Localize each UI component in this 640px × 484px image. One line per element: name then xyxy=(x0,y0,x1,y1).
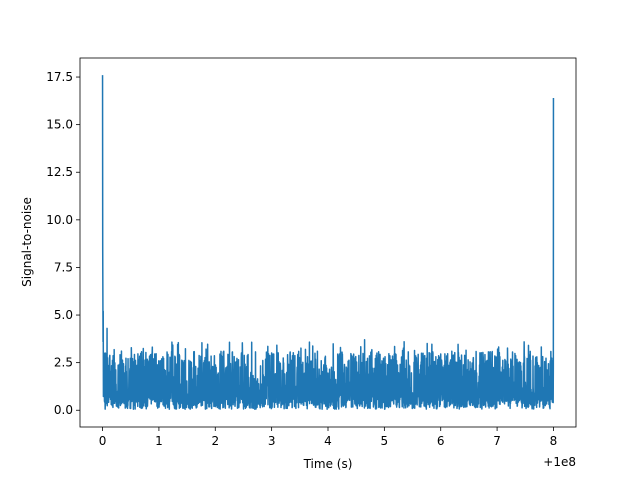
y-axis-ticks: 0.0 2.5 5.0 7.5 10.0 12.5 15.0 17.5 xyxy=(46,70,80,417)
y-tick-label: 5.0 xyxy=(54,308,73,322)
x-offset-label: +1e8 xyxy=(543,455,576,469)
x-tick-label: 0 xyxy=(99,434,107,448)
x-tick-label: 7 xyxy=(493,434,501,448)
y-tick-label: 2.5 xyxy=(54,356,73,370)
x-tick-label: 4 xyxy=(324,434,332,448)
x-tick-label: 3 xyxy=(268,434,276,448)
series-layer xyxy=(101,75,555,411)
y-tick-label: 10.0 xyxy=(46,213,73,227)
x-axis-label: Time (s) xyxy=(303,457,353,471)
x-tick-label: 1 xyxy=(155,434,163,448)
y-tick-label: 12.5 xyxy=(46,165,73,179)
signal-to-noise-series-line xyxy=(101,75,555,411)
y-tick-label: 7.5 xyxy=(54,260,73,274)
y-tick-label: 0.0 xyxy=(54,403,73,417)
x-tick-label: 5 xyxy=(381,434,389,448)
x-tick-label: 8 xyxy=(550,434,558,448)
x-tick-label: 2 xyxy=(211,434,219,448)
x-axis-ticks: 0 1 2 3 4 5 6 7 8 xyxy=(99,427,558,448)
y-axis-label: Signal-to-noise xyxy=(20,197,34,287)
y-tick-label: 15.0 xyxy=(46,118,73,132)
x-tick-label: 6 xyxy=(437,434,445,448)
y-tick-label: 17.5 xyxy=(46,70,73,84)
